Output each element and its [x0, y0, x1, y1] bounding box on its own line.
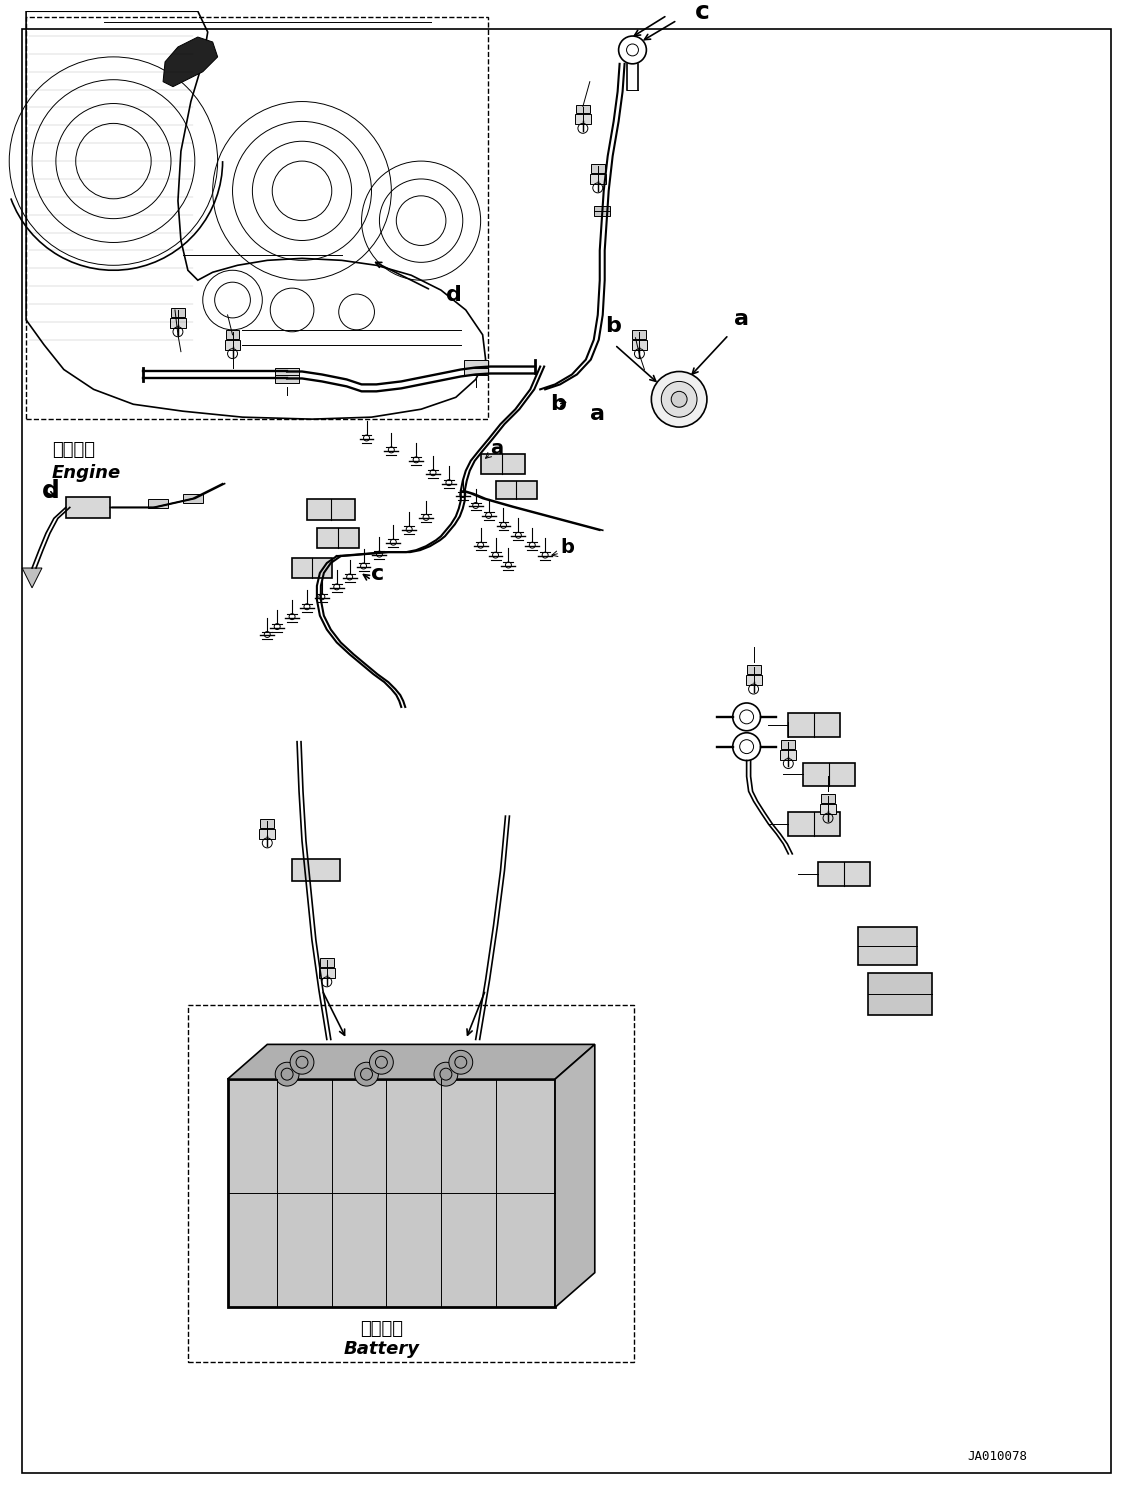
- Bar: [590, 174, 606, 183]
- Bar: [317, 528, 358, 549]
- Bar: [320, 959, 334, 968]
- Bar: [170, 318, 186, 328]
- Bar: [66, 497, 110, 519]
- Bar: [261, 819, 274, 828]
- Text: b: b: [560, 538, 574, 558]
- Bar: [224, 340, 240, 350]
- Circle shape: [671, 391, 687, 407]
- Text: エンジン: エンジン: [52, 441, 95, 459]
- Bar: [590, 164, 605, 173]
- Circle shape: [651, 371, 707, 426]
- Bar: [818, 862, 870, 886]
- Bar: [171, 309, 185, 318]
- Bar: [574, 115, 590, 124]
- Text: Battery: Battery: [343, 1340, 419, 1358]
- Circle shape: [355, 1062, 378, 1085]
- Bar: [463, 359, 487, 376]
- Text: a: a: [734, 309, 749, 330]
- Bar: [307, 498, 355, 520]
- Polygon shape: [555, 1044, 595, 1308]
- Polygon shape: [163, 37, 218, 86]
- Bar: [292, 558, 332, 579]
- Bar: [789, 713, 840, 737]
- Circle shape: [275, 1062, 299, 1085]
- Bar: [292, 859, 340, 881]
- Bar: [576, 104, 590, 113]
- Bar: [781, 750, 796, 759]
- Bar: [228, 1079, 555, 1308]
- Text: d: d: [446, 285, 462, 306]
- Text: c: c: [695, 0, 709, 24]
- Bar: [188, 1005, 634, 1361]
- Bar: [631, 340, 647, 350]
- Bar: [747, 665, 760, 674]
- Circle shape: [290, 1050, 314, 1074]
- Text: a: a: [590, 404, 605, 423]
- Bar: [858, 927, 918, 965]
- Bar: [789, 813, 840, 836]
- Bar: [480, 453, 526, 474]
- Text: Engine: Engine: [52, 464, 121, 482]
- Text: b: b: [605, 316, 621, 335]
- Bar: [182, 494, 203, 504]
- Bar: [868, 974, 932, 1014]
- Bar: [821, 795, 835, 804]
- Polygon shape: [23, 568, 42, 587]
- Bar: [495, 480, 537, 498]
- Bar: [803, 762, 854, 786]
- Text: JA010078: JA010078: [966, 1449, 1026, 1463]
- Polygon shape: [228, 1044, 595, 1079]
- Circle shape: [449, 1050, 472, 1074]
- Text: d: d: [42, 479, 60, 502]
- Bar: [259, 829, 275, 839]
- Bar: [148, 498, 168, 508]
- Bar: [782, 740, 795, 748]
- Bar: [594, 206, 610, 216]
- Bar: [632, 330, 647, 338]
- Text: c: c: [372, 564, 385, 584]
- Circle shape: [434, 1062, 458, 1085]
- Bar: [26, 18, 487, 419]
- Bar: [820, 804, 836, 814]
- Bar: [746, 675, 761, 686]
- Text: バッテリ: バッテリ: [360, 1320, 403, 1339]
- Bar: [275, 367, 299, 383]
- Circle shape: [369, 1050, 393, 1074]
- Circle shape: [662, 382, 697, 417]
- Bar: [318, 968, 334, 978]
- Text: b: b: [551, 394, 566, 414]
- Text: a: a: [491, 438, 504, 458]
- Bar: [225, 330, 239, 338]
